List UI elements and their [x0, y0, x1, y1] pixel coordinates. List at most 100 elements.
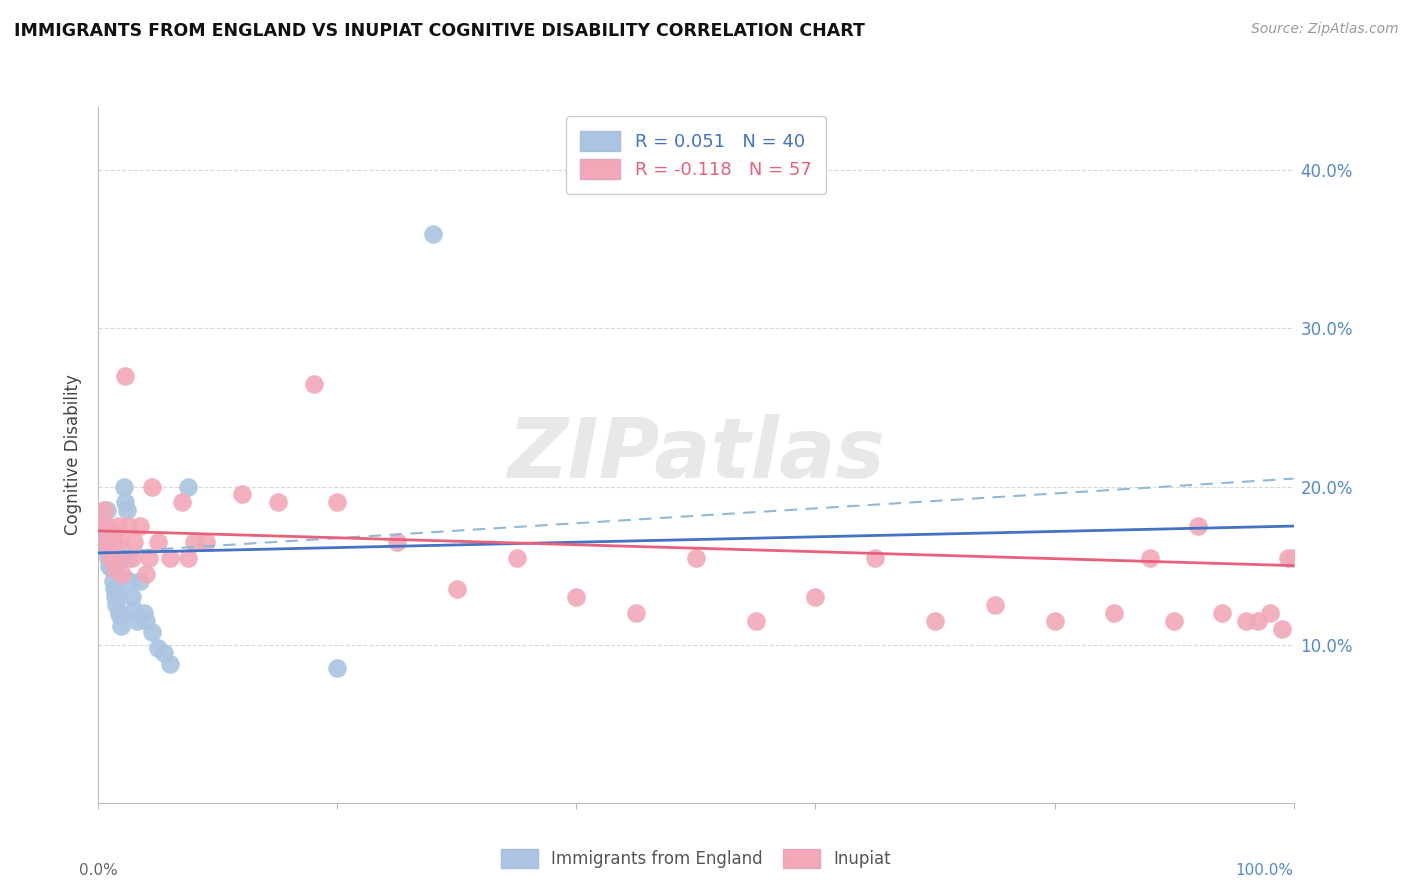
Point: [385, 534, 409, 549]
Point: [98, 527, 121, 541]
Point: [1234, 614, 1257, 628]
Point: [1139, 550, 1161, 565]
Point: [153, 646, 176, 660]
Point: [1163, 614, 1185, 628]
Point: [1246, 614, 1268, 628]
Point: [96, 542, 118, 557]
Point: [112, 479, 135, 493]
Point: [1271, 622, 1294, 636]
Point: [121, 591, 143, 605]
Point: [94, 534, 117, 549]
Point: [148, 534, 170, 549]
Point: [91, 534, 114, 549]
Point: [138, 550, 160, 565]
Point: [94, 527, 117, 541]
Point: [565, 591, 588, 605]
Point: [96, 519, 118, 533]
Text: IMMIGRANTS FROM ENGLAND VS INUPIAT COGNITIVE DISABILITY CORRELATION CHART: IMMIGRANTS FROM ENGLAND VS INUPIAT COGNI…: [14, 22, 865, 40]
Point: [108, 534, 131, 549]
Point: [98, 550, 122, 565]
Point: [177, 550, 200, 565]
Point: [183, 534, 205, 549]
Point: [104, 591, 127, 605]
Point: [100, 562, 122, 576]
Point: [924, 614, 946, 628]
Point: [124, 603, 146, 617]
Point: [96, 503, 118, 517]
Point: [231, 487, 253, 501]
Point: [129, 574, 152, 589]
Point: [91, 519, 114, 533]
Point: [124, 534, 146, 549]
Point: [98, 540, 121, 554]
Point: [1187, 519, 1209, 533]
Point: [159, 550, 181, 565]
Point: [101, 527, 124, 541]
Point: [626, 606, 648, 620]
Point: [267, 495, 290, 509]
Point: [1258, 606, 1281, 620]
Point: [114, 495, 136, 509]
Point: [105, 550, 128, 565]
Point: [93, 519, 115, 533]
Text: 100.0%: 100.0%: [1236, 863, 1294, 878]
Point: [104, 562, 127, 576]
Point: [984, 598, 1007, 612]
Text: Source: ZipAtlas.com: Source: ZipAtlas.com: [1251, 22, 1399, 37]
Point: [115, 503, 138, 517]
Point: [148, 640, 170, 655]
Point: [804, 591, 827, 605]
Text: 0.0%: 0.0%: [79, 863, 118, 878]
Point: [1102, 606, 1125, 620]
Point: [129, 519, 152, 533]
Point: [110, 618, 132, 632]
Point: [103, 534, 125, 549]
Point: [121, 550, 143, 565]
Point: [135, 566, 157, 581]
Point: [1211, 606, 1233, 620]
Point: [135, 614, 157, 628]
Point: [685, 550, 707, 565]
Point: [1282, 550, 1305, 565]
Point: [506, 550, 529, 565]
Point: [177, 479, 200, 493]
Point: [107, 519, 129, 533]
Point: [141, 479, 163, 493]
Point: [111, 566, 134, 581]
Point: [93, 503, 115, 517]
Point: [326, 495, 349, 509]
Point: [103, 582, 125, 597]
Point: [117, 519, 139, 533]
Point: [98, 558, 121, 573]
Point: [132, 606, 155, 620]
Point: [97, 534, 120, 549]
Point: [105, 598, 128, 612]
Text: ZIPatlas: ZIPatlas: [508, 415, 884, 495]
Point: [117, 550, 139, 565]
Point: [108, 609, 131, 624]
Point: [159, 657, 181, 671]
Point: [194, 534, 218, 549]
Point: [97, 534, 120, 549]
Point: [422, 227, 444, 241]
Point: [98, 550, 122, 565]
Point: [446, 582, 468, 597]
Point: [302, 376, 325, 391]
Point: [1277, 550, 1299, 565]
Point: [97, 550, 120, 565]
Point: [107, 606, 129, 620]
Point: [172, 495, 194, 509]
Y-axis label: Cognitive Disability: Cognitive Disability: [65, 375, 83, 535]
Point: [141, 625, 163, 640]
Point: [118, 574, 141, 589]
Point: [125, 614, 148, 628]
Point: [107, 587, 129, 601]
Point: [98, 527, 122, 541]
Point: [326, 661, 349, 675]
Point: [863, 550, 887, 565]
Point: [111, 550, 134, 565]
Legend: R = 0.051   N = 40, R = -0.118   N = 57: R = 0.051 N = 40, R = -0.118 N = 57: [567, 116, 825, 194]
Point: [745, 614, 768, 628]
Point: [101, 574, 124, 589]
Point: [1043, 614, 1066, 628]
